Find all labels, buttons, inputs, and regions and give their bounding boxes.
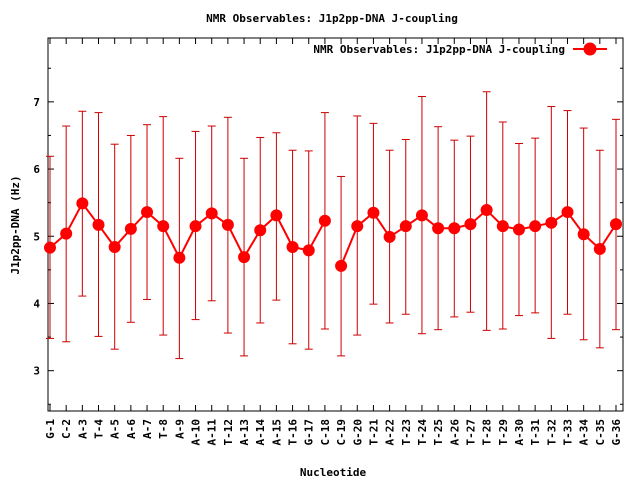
data-point: [60, 227, 73, 240]
series-segment: [49, 201, 326, 260]
series-line: [49, 201, 617, 267]
x-tick-label: T-27: [464, 419, 477, 446]
x-tick-label: G-20: [351, 419, 364, 446]
x-tick-label: G-17: [303, 419, 316, 446]
data-point: [561, 206, 574, 219]
data-point: [432, 222, 445, 235]
data-point: [610, 218, 622, 231]
data-point: [351, 220, 364, 233]
x-tick-label: T-29: [497, 419, 510, 446]
y-tick-label: 7: [33, 96, 40, 109]
data-point: [335, 259, 348, 272]
x-tick-label: C-18: [319, 419, 332, 446]
data-point: [593, 243, 606, 256]
data-point: [496, 220, 509, 233]
data-point: [512, 223, 525, 236]
x-tick-label: A-3: [76, 419, 89, 439]
x-tick-label: T-33: [561, 419, 574, 446]
data-point: [270, 209, 283, 222]
legend-marker: [583, 42, 597, 56]
x-tick-label: A-15: [270, 419, 283, 446]
x-tick-label: A-9: [173, 419, 186, 439]
data-point: [399, 220, 412, 233]
data-point: [302, 244, 315, 257]
data-point: [286, 241, 299, 254]
data-point: [189, 220, 202, 233]
data-point: [254, 224, 267, 237]
data-point: [448, 222, 461, 235]
x-tick-label: C-19: [335, 419, 348, 446]
data-point: [92, 218, 105, 231]
data-point: [221, 218, 234, 231]
data-point: [480, 204, 493, 217]
data-point: [76, 197, 89, 210]
x-tick-label: T-12: [222, 419, 235, 446]
x-tick-label: C-35: [594, 419, 607, 446]
y-axis-label: J1p2pp-DNA (Hz): [9, 175, 22, 274]
x-tick-label: T-16: [287, 419, 300, 446]
x-tick-label: C-2: [60, 419, 73, 439]
x-tick-label: A-22: [384, 419, 397, 446]
data-point: [124, 222, 137, 235]
data-point: [205, 207, 218, 220]
x-tick-label: A-14: [254, 419, 267, 446]
x-tick-label: A-26: [448, 419, 461, 446]
x-tick-label: T-28: [481, 419, 494, 446]
x-tick-label: G-36: [610, 419, 623, 446]
x-tick-label: T-23: [400, 419, 413, 446]
y-tick-label: 3: [33, 365, 40, 378]
x-tick-label: A-34: [578, 419, 591, 446]
x-tick-label: A-30: [513, 419, 526, 446]
data-point: [464, 218, 477, 231]
data-point: [108, 241, 121, 254]
data-point: [367, 206, 380, 219]
data-point: [383, 230, 396, 243]
data-point: [141, 206, 154, 219]
x-tick-label: A-6: [125, 419, 138, 439]
data-point: [173, 251, 186, 264]
x-tick-label: T-24: [416, 419, 429, 446]
data-point: [157, 220, 170, 233]
y-tick-label: 6: [33, 163, 40, 176]
x-tick-label: A-7: [141, 419, 154, 439]
x-tick-label: A-13: [238, 419, 251, 446]
data-point: [318, 214, 331, 227]
y-tick-label: 4: [33, 297, 40, 310]
data-point: [577, 228, 590, 241]
data-point: [545, 216, 558, 229]
x-tick-label: A-10: [190, 419, 203, 446]
x-tick-label: T-32: [545, 419, 558, 446]
legend-label: NMR Observables: J1p2pp-DNA J-coupling: [313, 43, 565, 56]
x-tick-label: A-5: [109, 419, 122, 439]
x-tick-label: T-21: [367, 419, 380, 446]
x-tick-label: T-8: [157, 419, 170, 439]
data-point: [238, 251, 251, 264]
x-tick-label: A-11: [206, 419, 219, 446]
plot-frame: [47, 37, 624, 412]
data-point: [529, 220, 542, 233]
x-axis-label: Nucleotide: [300, 466, 367, 479]
data-points: [44, 197, 622, 272]
data-point: [415, 209, 428, 222]
x-axis: G-1 C-2 A-3 T-4 A-5 A-6 A-7 T-8 A-9 A-10 A-11 T-12 A…: [44, 38, 623, 446]
x-tick-label: T-31: [529, 419, 542, 446]
x-tick-label: G-1: [44, 419, 57, 439]
data-point: [44, 241, 56, 254]
x-tick-label: T-25: [432, 419, 445, 446]
y-axis: 3 4 5 6 7: [33, 67, 623, 405]
y-tick-label: 5: [33, 230, 40, 243]
series-segment: [340, 208, 617, 267]
x-tick-label: T-4: [93, 419, 106, 439]
legend: NMR Observables: J1p2pp-DNA J-coupling: [313, 42, 607, 56]
chart-title: NMR Observables: J1p2pp-DNA J-coupling: [206, 12, 458, 25]
